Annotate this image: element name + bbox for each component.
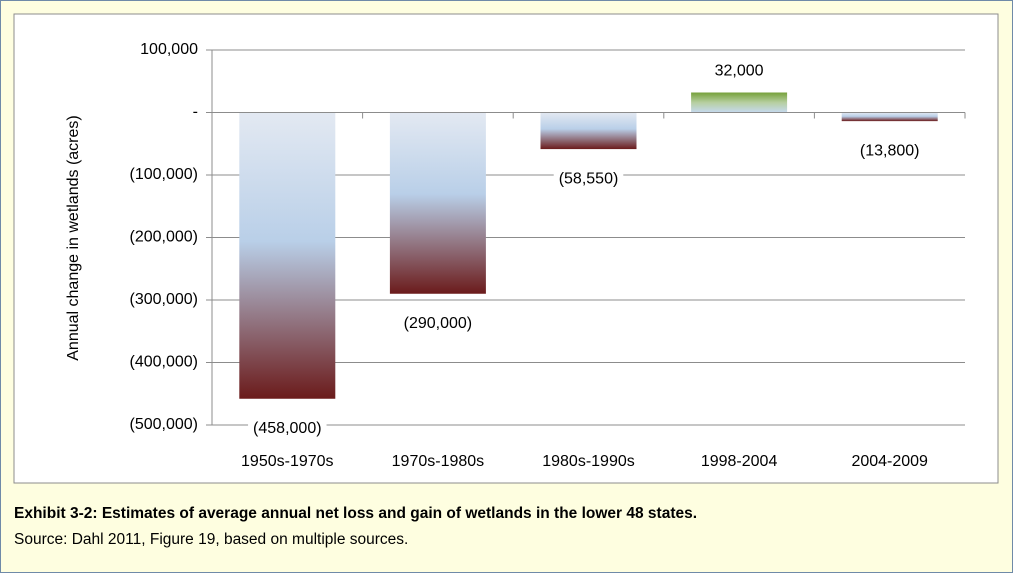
data-label: (458,000) [253,420,322,437]
source-note: Source: Dahl 2011, Figure 19, based on m… [14,531,409,548]
data-label: (58,550) [559,170,619,187]
data-label: (13,800) [860,142,920,159]
x-tick-label: 1980s-1990s [542,453,635,470]
x-tick-label: 1950s-1970s [241,453,334,470]
bar [841,112,938,122]
label-background [398,312,478,335]
chart-box [13,13,999,484]
data-label: (290,000) [404,315,473,332]
y-tick-label: (300,000) [130,291,199,308]
bar [389,112,486,294]
x-tick-label: 1998-2004 [701,453,778,470]
y-tick-label: - [193,104,198,121]
y-tick-label: (400,000) [130,354,199,371]
x-tick-label: 1970s-1980s [392,453,485,470]
label-background [854,140,925,163]
y-tick-label: (100,000) [130,166,199,183]
y-tick-label: (200,000) [130,229,199,246]
label-background [248,417,327,440]
y-tick-label: (500,000) [130,416,199,433]
bar [540,112,637,150]
label-background [709,60,769,83]
data-label: 32,000 [715,63,764,80]
x-tick-label: 2004-2009 [851,453,928,470]
label-background [553,168,624,191]
caption: Exhibit 3-2: Estimates of average annual… [14,505,698,522]
chart: Annual change in wetlands (acres) 100,00… [13,13,999,484]
y-tick-label: 100,000 [140,41,198,58]
bar [691,92,788,113]
bar [239,112,336,399]
y-axis-label: Annual change in wetlands (acres) [65,115,82,360]
